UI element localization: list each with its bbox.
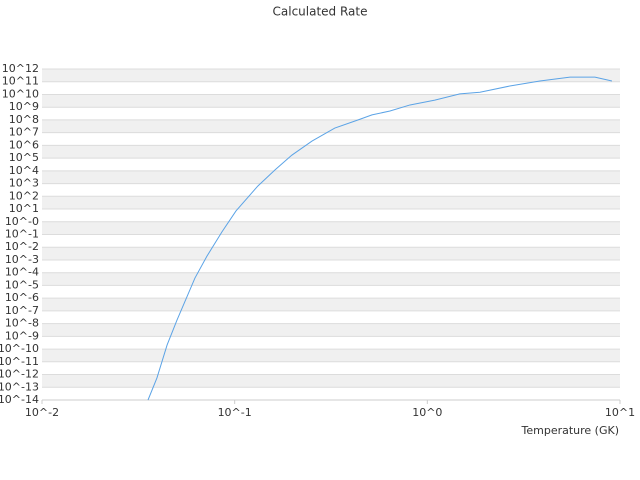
y-tick-label: 10^-2 [5,240,39,253]
x-axis-label: Temperature (GK) [521,424,620,437]
grid-band [42,247,620,260]
y-tick-label: 10^10 [2,87,39,100]
y-tick-label: 10^-14 [0,393,39,406]
y-tick-label: 10^-1 [5,228,39,241]
grid-band [42,374,620,388]
y-tick-label: 10^-12 [0,368,39,381]
x-tick-label: 10^0 [412,406,442,419]
y-tick-label: 10^2 [9,189,39,202]
y-tick-label: 10^-5 [5,278,39,291]
y-tick-label: 10^-6 [5,291,39,304]
y-tick-label: 10^-9 [5,329,39,342]
y-tick-label: 10^4 [9,164,39,177]
grid-band [42,349,620,362]
y-tick-label: 10^1 [9,202,39,215]
y-tick-label: 10^-3 [5,253,39,266]
y-tick-label: 10^6 [9,138,39,151]
grid-band [42,69,620,82]
y-tick-label: 10^-7 [5,304,39,317]
y-tick-label: 10^-10 [0,342,39,355]
grid-band [42,119,620,133]
x-tick-label: 10^-1 [218,406,252,419]
y-tick-label: 10^-13 [0,380,39,393]
y-tick-label: 10^8 [9,113,39,126]
grid-band [42,298,620,311]
grid-band [42,323,620,337]
y-tick-label: 10^-0 [5,215,39,228]
y-tick-label: 10^12 [2,62,39,75]
grid-band [42,94,620,108]
grid-band [42,272,620,286]
grid-band [42,145,620,159]
x-tick-label: 10^-2 [25,406,59,419]
y-tick-label: 10^7 [9,126,39,139]
x-tick-label: 10^1 [605,406,635,419]
data-line [147,76,613,401]
chart-title: Calculated Rate [273,5,368,19]
y-tick-label: 10^-11 [0,355,39,368]
y-tick-label: 10^-4 [5,266,39,279]
y-tick-label: 10^11 [2,75,39,88]
y-tick-label: 10^3 [9,177,39,190]
y-tick-label: 10^9 [9,100,39,113]
grid-band [42,221,620,235]
y-tick-label: 10^-8 [5,317,39,330]
grid-band [42,196,620,210]
grid-band [42,170,620,184]
y-tick-label: 10^5 [9,151,39,164]
